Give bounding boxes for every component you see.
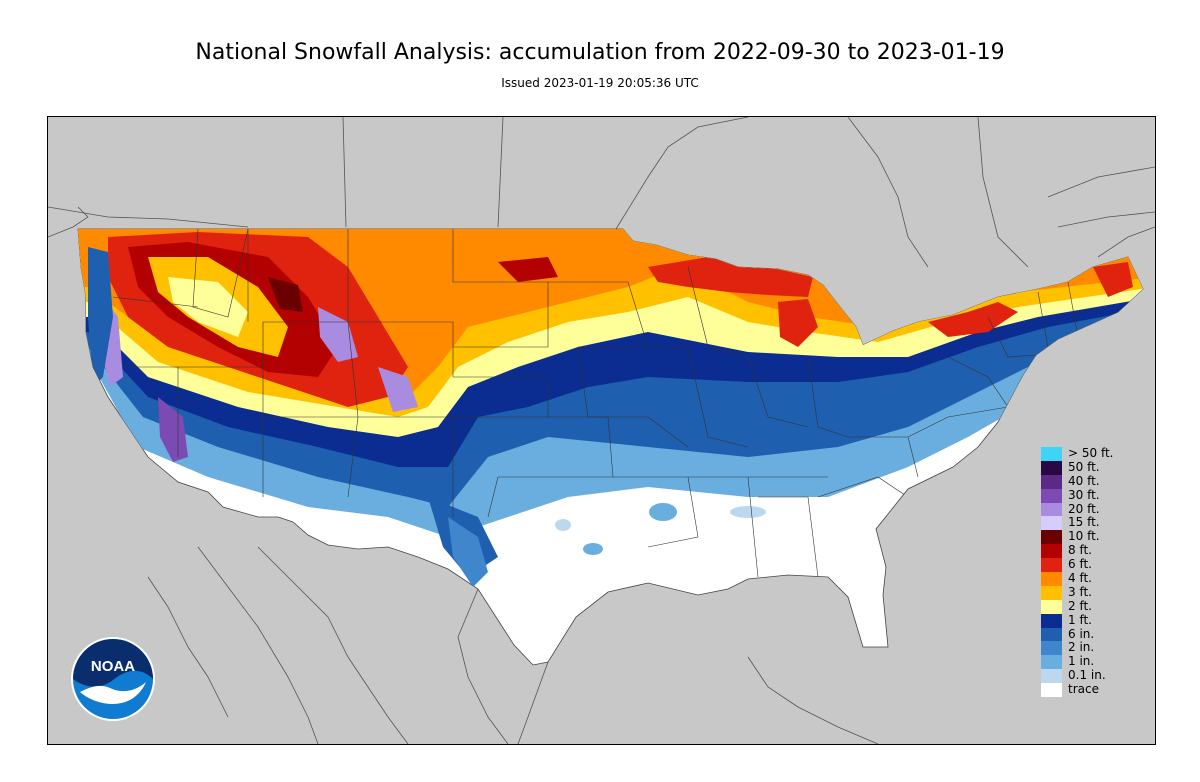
legend-label: 2 in. [1068, 640, 1095, 655]
legend-swatch [1041, 627, 1062, 642]
legend-swatch [1041, 655, 1062, 670]
legend-label: 8 ft. [1068, 543, 1092, 558]
legend-swatch [1041, 474, 1062, 489]
map-title: National Snowfall Analysis: accumulation… [195, 40, 1005, 65]
legend-swatch [1041, 613, 1062, 628]
legend-label: 20 ft. [1068, 501, 1100, 516]
legend-swatch [1041, 460, 1062, 475]
legend-swatch [1041, 530, 1062, 545]
legend-label: 3 ft. [1068, 584, 1092, 599]
legend-swatch [1041, 558, 1062, 573]
legend-swatch [1041, 585, 1062, 600]
legend-swatch [1041, 488, 1062, 503]
legend-label: 6 ft. [1068, 557, 1092, 572]
legend-swatch [1041, 669, 1062, 684]
legend-swatch [1041, 544, 1062, 559]
legend-swatch [1041, 572, 1062, 586]
legend-swatch [1041, 502, 1062, 517]
legend-label: 1 in. [1068, 654, 1095, 669]
snowfall-bands [78, 229, 1143, 587]
state-borders [112, 229, 1079, 578]
legend-label: > 50 ft. [1068, 446, 1114, 460]
snowfall-map [47, 116, 1156, 745]
country-borders [48, 117, 1155, 744]
legend-label: 50 ft. [1068, 459, 1100, 474]
legend-label: 6 in. [1068, 626, 1095, 641]
legend-label: 40 ft. [1068, 473, 1100, 488]
legend-swatch [1041, 641, 1062, 656]
legend-label: 2 ft. [1068, 598, 1092, 613]
legend-swatch [1041, 516, 1062, 531]
legend-label: 0.1 in. [1068, 668, 1106, 683]
legend-label: 15 ft. [1068, 515, 1100, 530]
legend-label: trace [1068, 682, 1099, 697]
legend-swatch [1041, 447, 1062, 461]
legend-label: 10 ft. [1068, 529, 1100, 544]
snowfall-map-graphic [48, 117, 1155, 744]
legend-swatch [1041, 599, 1062, 614]
legend-swatch [1041, 683, 1062, 698]
noaa-logo-text: NOAA [91, 658, 135, 675]
legend-label: 30 ft. [1068, 487, 1100, 502]
legend-label: 1 ft. [1068, 612, 1092, 627]
noaa-logo-icon: NOAA [71, 637, 155, 721]
legend-label: 4 ft. [1068, 571, 1092, 586]
issued-timestamp: Issued 2023-01-19 20:05:36 UTC [501, 76, 699, 90]
